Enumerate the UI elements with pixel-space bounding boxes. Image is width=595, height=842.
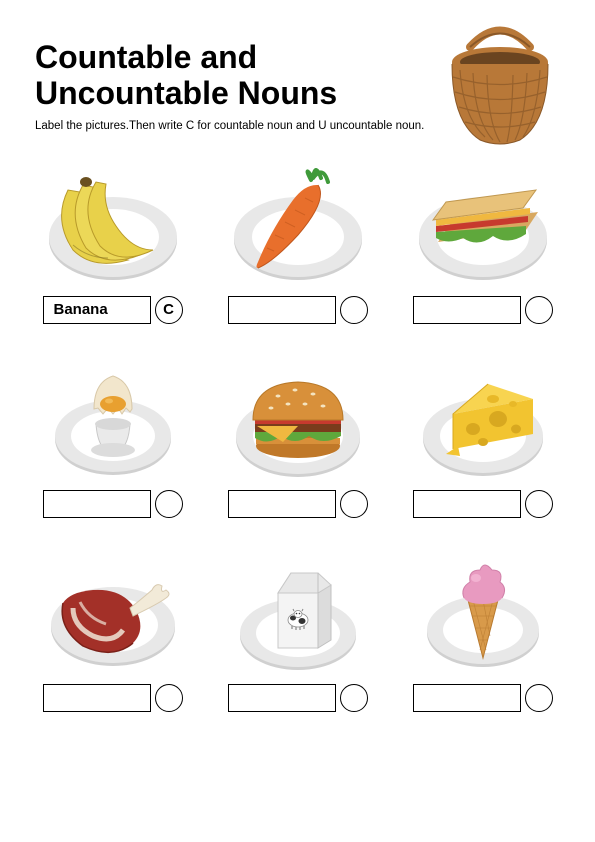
cu-input[interactable] (525, 296, 553, 324)
item-icecream (405, 548, 560, 712)
icecream-icon (408, 548, 558, 678)
label-input[interactable] (228, 490, 336, 518)
basket-icon (435, 22, 565, 152)
label-input[interactable] (228, 684, 336, 712)
sandwich-icon (408, 160, 558, 290)
answer-row (413, 684, 553, 712)
item-carrot (220, 160, 375, 324)
cheese-icon (408, 354, 558, 484)
egg-icon (38, 354, 188, 484)
answer-row (228, 490, 368, 518)
cu-input[interactable] (155, 684, 183, 712)
answer-row: Banana C (43, 296, 183, 324)
meat-icon (38, 548, 188, 678)
cu-input[interactable] (525, 684, 553, 712)
cu-input[interactable] (155, 490, 183, 518)
page-title: Countable and Uncountable Nouns (35, 40, 395, 112)
item-sandwich (405, 160, 560, 324)
answer-row (43, 684, 183, 712)
carrot-icon (223, 160, 373, 290)
item-burger (220, 354, 375, 518)
answer-row (413, 296, 553, 324)
item-cheese (405, 354, 560, 518)
title-line-1: Countable and (35, 39, 257, 75)
item-meat (35, 548, 190, 712)
cu-input[interactable]: C (155, 296, 183, 324)
banana-icon (38, 160, 188, 290)
burger-icon (223, 354, 373, 484)
title-line-2: Uncountable Nouns (35, 75, 337, 111)
cu-input[interactable] (340, 296, 368, 324)
item-egg (35, 354, 190, 518)
worksheet-grid: Banana C (35, 160, 560, 712)
label-input[interactable] (413, 490, 521, 518)
label-input[interactable] (228, 296, 336, 324)
label-input[interactable]: Banana (43, 296, 151, 324)
worksheet-header: Countable and Uncountable Nouns Label th… (35, 40, 560, 132)
answer-row (228, 296, 368, 324)
item-milk (220, 548, 375, 712)
answer-row (413, 490, 553, 518)
label-input[interactable] (413, 684, 521, 712)
label-input[interactable] (43, 490, 151, 518)
cu-input[interactable] (525, 490, 553, 518)
cu-input[interactable] (340, 490, 368, 518)
label-input[interactable] (413, 296, 521, 324)
label-input[interactable] (43, 684, 151, 712)
milk-icon (223, 548, 373, 678)
item-banana: Banana C (35, 160, 190, 324)
cu-input[interactable] (340, 684, 368, 712)
answer-row (43, 490, 183, 518)
answer-row (228, 684, 368, 712)
